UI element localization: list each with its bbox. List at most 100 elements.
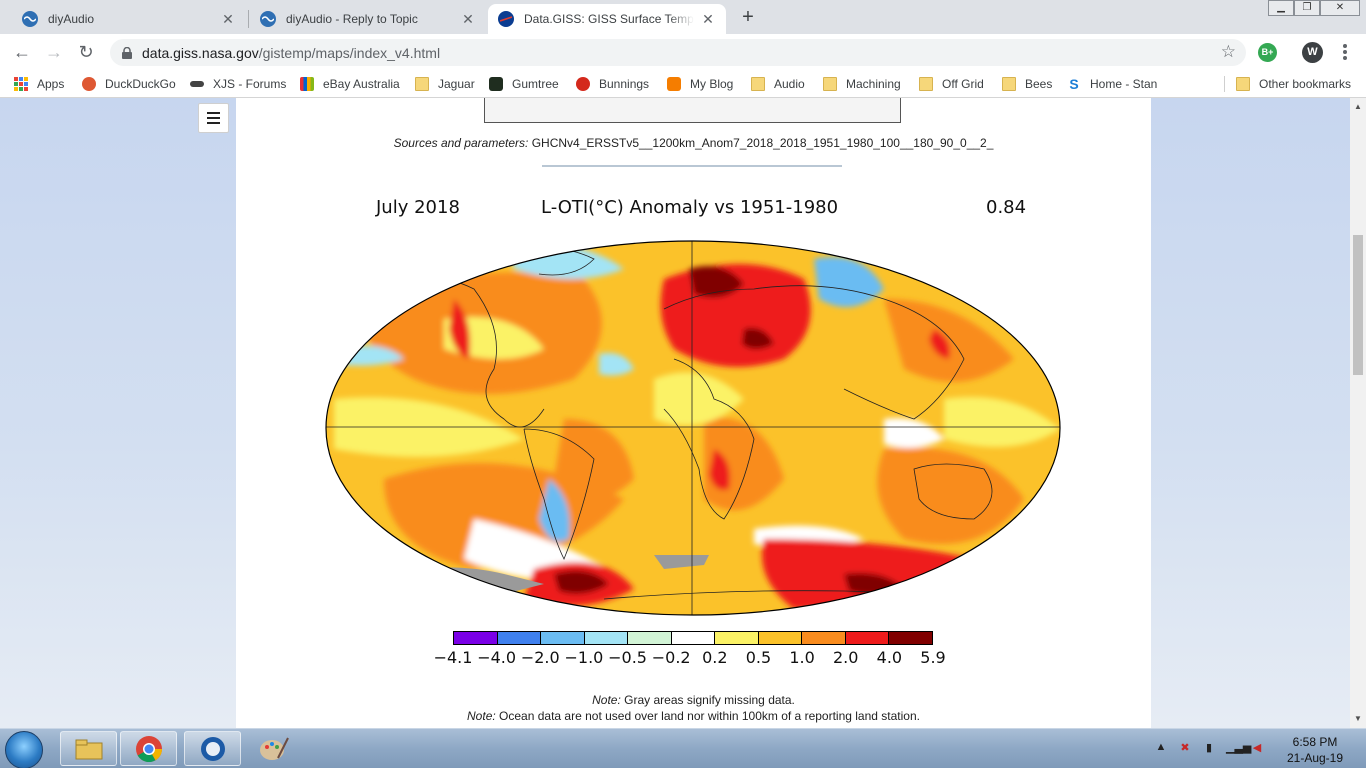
action-center-icon[interactable]: ✖ [1180,742,1190,754]
clock-time: 6:58 PM [1292,735,1338,749]
show-hidden-icons-icon[interactable]: ▲ [1155,741,1167,753]
colorbar-tick-label: −1.0 [564,648,604,667]
page-content: Sources and parameters: GHCNv4_ERSSTv5__… [236,98,1151,728]
forward-arrow-icon[interactable]: → [45,42,63,62]
extension-icon[interactable]: B+ [1258,43,1277,62]
bookmark-other-bookmarks[interactable]: Other bookmarks [1236,75,1351,93]
bookmark-duckduckgo[interactable]: DuckDuckGo [82,75,176,93]
globe-outline [325,240,1061,616]
sources-and-parameters: Sources and parameters: GHCNv4_ERSSTv5__… [236,136,1151,150]
colorbar-tick-label: −0.2 [651,648,691,667]
lock-icon [122,46,132,59]
colorbar-swatch [758,632,803,644]
bookmark-jaguar[interactable]: Jaguar [415,75,475,93]
apps-grid-icon [14,77,28,91]
s-logo-icon: S [1069,76,1079,92]
battery-icon[interactable]: ▮ [1205,742,1213,754]
bookmark-apps[interactable]: Apps [14,75,64,93]
system-clock[interactable]: 6:58 PM 21-Aug-19 [1280,734,1350,766]
temperature-anomaly-map [325,240,1061,616]
browser-menu-icon[interactable] [1338,42,1352,62]
anomaly-field [326,241,1060,615]
bookmark-label: eBay Australia [323,77,400,91]
close-tab-icon[interactable]: ✕ [462,10,474,27]
app-icon[interactable] [184,731,241,766]
diyaudio-favicon-icon [22,11,38,27]
bookmark-bees[interactable]: Bees [1002,75,1052,93]
tab-title: Data.GISS: GISS Surface Tempera [524,12,694,26]
back-arrow-icon[interactable]: ← [13,42,31,62]
scroll-thumb[interactable] [1353,235,1363,375]
tab-diyaudio-reply[interactable]: diyAudio - Reply to Topic ✕ [250,4,486,34]
scroll-down-icon[interactable]: ▼ [1354,714,1362,723]
colorbar-swatch [671,632,716,644]
bookmark-label: My Blog [690,77,734,91]
colorbar-ticks: −4.1 −4.0 −2.0 −1.0 −0.5 −0.2 0.2 0.5 1.0 2.0 4.0 5… [426,648,966,668]
bookmark-off-grid[interactable]: Off Grid [919,75,984,93]
bookmark-xjs-forums[interactable]: XJS - Forums [190,75,286,93]
profile-avatar[interactable]: W [1302,42,1323,63]
bookmark-label: Home - Stan [1090,77,1158,91]
scroll-up-icon[interactable]: ▲ [1354,102,1362,111]
jaguar-logo-icon [190,81,204,87]
colorbar-tick-label: 0.2 [702,648,728,667]
bookmark-machining[interactable]: Machining [823,75,901,93]
folder-icon [751,77,765,91]
paint-icon[interactable] [258,734,290,764]
start-button-icon[interactable] [5,731,43,768]
folder-icon [823,77,837,91]
colorbar-swatch [497,632,542,644]
bookmark-bunnings[interactable]: Bunnings [576,75,649,93]
diyaudio-favicon-icon [260,11,276,27]
note-label: Note: [467,709,496,723]
bookmark-star-icon[interactable]: ☆ [1220,42,1236,61]
bookmark-audio[interactable]: Audio [751,75,805,93]
network-icon[interactable]: ▁▃▅ [1226,742,1252,754]
bookmark-home-stan[interactable]: S Home - Stan [1067,75,1157,93]
note-ocean-data: Note: Ocean data are not used over land … [236,709,1151,723]
close-window-button[interactable]: ✕ [1320,0,1360,16]
vertical-scrollbar[interactable]: ▲ ▼ [1350,98,1366,728]
tab-diyaudio[interactable]: diyAudio ✕ [12,4,246,34]
colorbar-swatch [541,632,585,644]
colorbar-swatch [802,632,846,644]
minimize-window-button[interactable]: ▁ [1268,0,1294,16]
colorbar-tick-label: 4.0 [876,648,903,667]
browser-toolbar: ← → ↻ data.giss.nasa.gov/gistemp/maps/in… [0,34,1366,70]
reload-icon[interactable]: ↻ [78,42,94,62]
bookmark-label: Other bookmarks [1259,77,1352,91]
bookmark-label: Bunnings [599,77,650,91]
close-tab-icon[interactable]: ✕ [222,10,234,27]
bunnings-icon [576,77,590,91]
colorbar-tick-label: 5.9 [920,648,946,667]
colorbar-tick-label: −4.0 [477,648,517,667]
colorbar-swatch [845,632,890,644]
bookmark-label: Machining [846,77,901,91]
bookmark-ebay-australia[interactable]: eBay Australia [300,75,400,93]
map-date: July 2018 [376,197,460,218]
divider [542,165,842,167]
bookmark-gumtree[interactable]: Gumtree [489,75,559,93]
colorbar-tick-label: −4.1 [433,648,473,667]
sources-value: GHCNv4_ERSSTv5__1200km_Anom7_2018_2018_1… [531,136,994,150]
close-tab-icon[interactable]: ✕ [702,10,714,27]
tab-separator [248,10,249,28]
bookmark-label: Bees [1025,77,1053,91]
note-label: Note: [592,693,621,707]
bookmark-my-blog[interactable]: My Blog [667,75,733,93]
folder-icon [415,77,429,91]
tab-data-giss[interactable]: Data.GISS: GISS Surface Tempera ✕ [488,4,726,34]
volume-muted-icon[interactable]: ◀ [1252,742,1262,754]
file-explorer-icon[interactable] [60,731,117,766]
folder-icon [1236,77,1250,91]
bookmark-label: XJS - Forums [213,77,287,91]
colorbar [453,631,933,645]
new-tab-button[interactable]: + [742,6,754,28]
restore-window-button[interactable]: ❐ [1294,0,1320,16]
address-bar[interactable]: data.giss.nasa.gov/gistemp/maps/index_v4… [110,39,1246,66]
hamburger-menu-icon[interactable] [198,103,229,133]
bookmark-label: Audio [774,77,805,91]
gumtree-icon [489,77,503,91]
colorbar-tick-label: 2.0 [832,648,859,667]
chrome-icon[interactable] [120,731,177,766]
